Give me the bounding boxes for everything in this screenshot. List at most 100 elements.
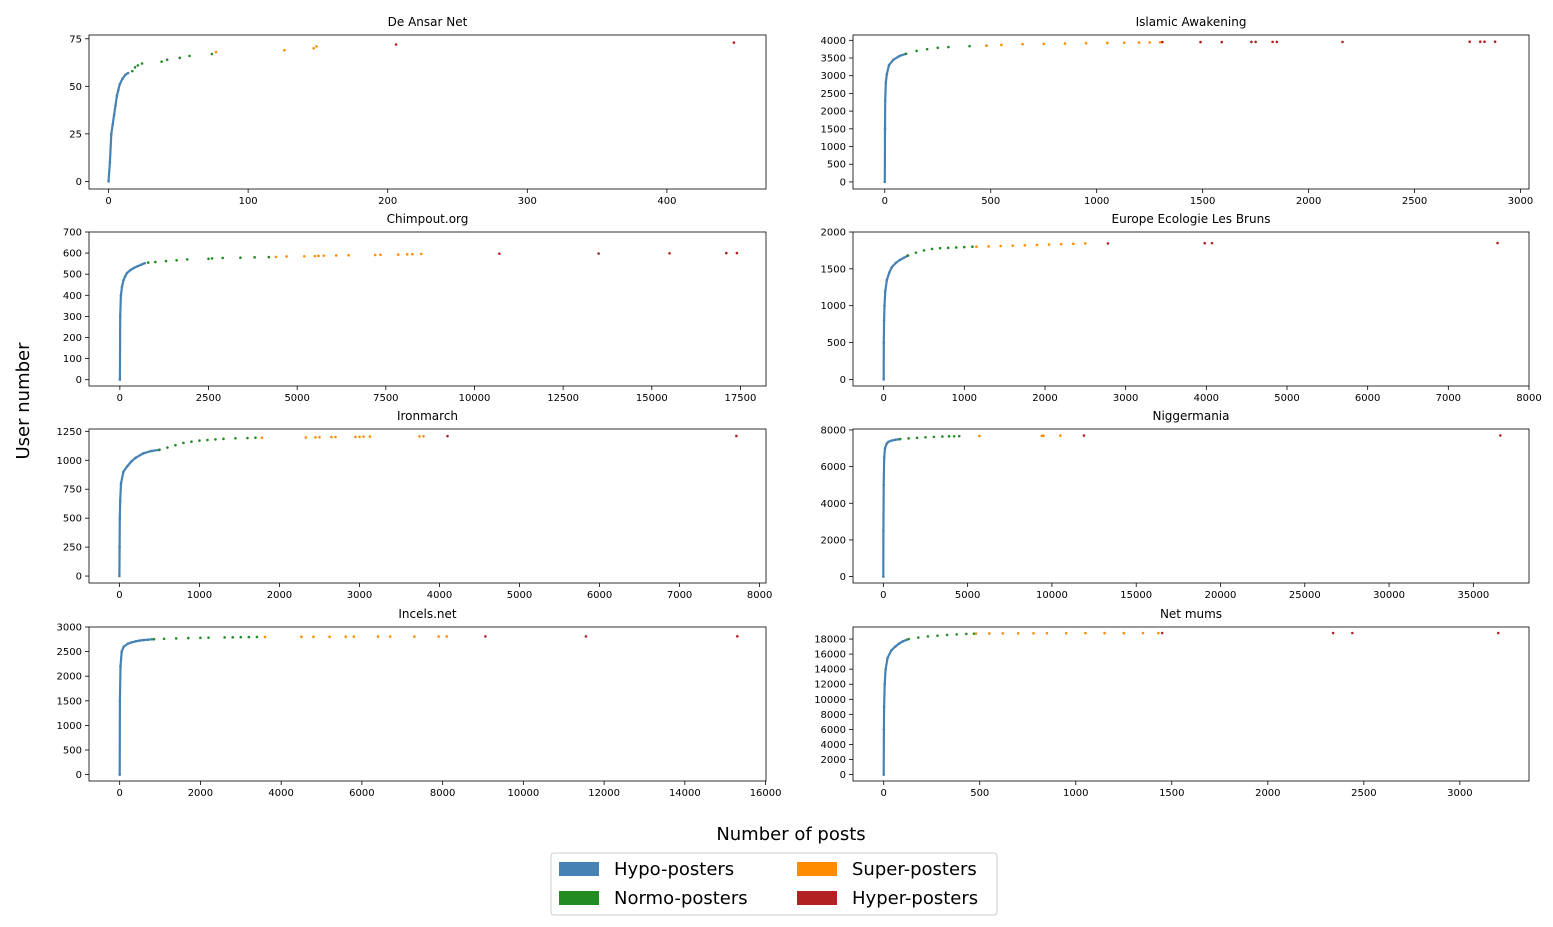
series-super-posters-point	[312, 635, 315, 639]
y-tick-label: 200	[63, 333, 82, 344]
series-normo-posters-point	[130, 69, 134, 73]
axes-frame	[852, 34, 1530, 190]
series-super-posters-point	[347, 253, 350, 257]
x-tick-label: 15000	[636, 393, 668, 404]
series-hypo-posters-point	[122, 645, 126, 648]
series-normo-posters-point	[898, 437, 902, 441]
series-hypo-posters-point	[112, 113, 116, 117]
series-super-posters-point	[1122, 631, 1126, 635]
series-super-posters-point	[1016, 632, 1020, 635]
series-normo-posters-point	[174, 443, 177, 447]
series-hypo-posters-point	[110, 132, 113, 136]
x-tick-label: 3000	[1508, 196, 1533, 207]
series-normo-posters-point	[239, 635, 243, 639]
series-hypo-posters-point	[882, 378, 885, 381]
series-hypo-posters-trace	[882, 438, 899, 577]
data-points	[118, 635, 739, 776]
x-tick-label: 1000	[1063, 788, 1088, 799]
y-tick-label: 0	[76, 770, 82, 781]
x-tick-label: 30000	[1373, 590, 1405, 601]
series-hyper-posters-point	[394, 43, 398, 46]
series-hypo-posters-point	[118, 499, 122, 503]
series-super-posters-point	[1105, 41, 1109, 45]
data-points	[882, 631, 1500, 776]
x-tick-label: 15000	[1120, 590, 1152, 601]
series-normo-posters-point	[932, 435, 936, 439]
series-normo-posters-point	[239, 256, 242, 260]
series-hypo-posters-point	[130, 460, 133, 463]
series-hypo-posters-point	[119, 665, 122, 668]
series-super-posters-point	[362, 435, 365, 438]
series-hypo-posters-point	[890, 439, 894, 442]
series-normo-posters-point	[915, 49, 918, 53]
series-hypo-posters-point	[120, 650, 123, 653]
y-tick-label: 4000	[821, 740, 846, 751]
series-hypo-posters-point	[885, 278, 889, 282]
x-tick-label: 4000	[1194, 393, 1219, 404]
x-tick-label: 100	[239, 196, 258, 207]
series-hypo-posters-point	[122, 279, 125, 282]
x-tick-label: 4000	[427, 590, 452, 601]
y-tick-label: 2000	[821, 228, 846, 239]
series-normo-posters-point	[907, 437, 910, 440]
series-hypo-posters-point	[136, 264, 139, 268]
y-tick-label: 1500	[821, 264, 846, 275]
series-hypo-posters-point	[883, 99, 887, 102]
y-tick-label: 14000	[814, 665, 846, 676]
legend-label-normo: Normo-posters	[614, 888, 748, 909]
legend-swatch-hyper	[797, 891, 837, 905]
series-normo-posters-point	[158, 448, 161, 452]
y-tick-label: 3500	[821, 54, 846, 65]
data-points	[882, 434, 1502, 578]
series-normo-posters-point	[924, 435, 927, 439]
series-hypo-posters-point	[882, 728, 886, 731]
series-hypo-posters-point	[119, 293, 123, 297]
series-hypo-posters-point	[118, 315, 122, 318]
series-hyper-posters-point	[1493, 40, 1497, 44]
series-super-posters-point	[322, 254, 326, 257]
series-super-posters-point	[445, 635, 448, 638]
legend-swatch-hypo	[559, 862, 599, 876]
x-tick-label: 1500	[1190, 196, 1215, 207]
x-tick-label: 25000	[1289, 590, 1321, 601]
x-tick-label: 0	[116, 590, 122, 601]
series-normo-posters-point	[906, 254, 910, 257]
panel-europe-ecologie-les-bruns: Europe Ecologie Les Bruns 0 1000 2000 3000 40…	[821, 212, 1542, 404]
series-normo-posters-point	[210, 52, 214, 56]
y-tick-label: 75	[69, 34, 82, 45]
series-normo-posters-point	[947, 45, 950, 49]
y-tick-label: 2000	[821, 107, 846, 118]
series-hyper-posters-point	[484, 635, 487, 638]
series-normo-posters-point	[231, 636, 235, 639]
series-normo-posters-point	[946, 246, 950, 250]
series-normo-posters-point	[904, 52, 908, 56]
y-tick-label: 6000	[821, 462, 846, 473]
series-hypo-posters-point	[126, 642, 130, 646]
series-hypo-posters-point	[143, 261, 146, 265]
x-tick-label: 0	[116, 788, 122, 799]
y-tick-label: 1000	[821, 142, 846, 153]
series-normo-posters-point	[234, 436, 237, 440]
series-hypo-posters-point	[898, 54, 901, 58]
x-tick-label: 0	[882, 196, 888, 207]
series-normo-posters-point	[957, 434, 961, 438]
series-super-posters-point	[334, 435, 337, 439]
series-super-posters-point	[1063, 42, 1067, 45]
series-normo-posters-point	[174, 637, 178, 640]
y-tick-label: 12000	[814, 680, 846, 691]
series-super-posters-point	[987, 245, 990, 248]
series-hypo-posters-point	[138, 639, 142, 642]
series-hypo-posters-point	[107, 180, 110, 183]
series-normo-posters-point	[916, 636, 920, 639]
x-tick-label: 3000	[1447, 788, 1472, 799]
x-tick-label: 7500	[373, 393, 398, 404]
series-hypo-posters-point	[118, 773, 121, 776]
series-super-posters-point	[411, 252, 414, 256]
y-tick-label: 18000	[814, 635, 846, 646]
axes-frame	[852, 231, 1530, 387]
series-hypo-posters-point	[142, 638, 146, 642]
series-hypo-posters-point	[890, 649, 893, 652]
panel-title: Chimpout.org	[387, 212, 469, 226]
x-tick-label: 5000	[284, 393, 309, 404]
series-super-posters-point	[368, 435, 372, 438]
